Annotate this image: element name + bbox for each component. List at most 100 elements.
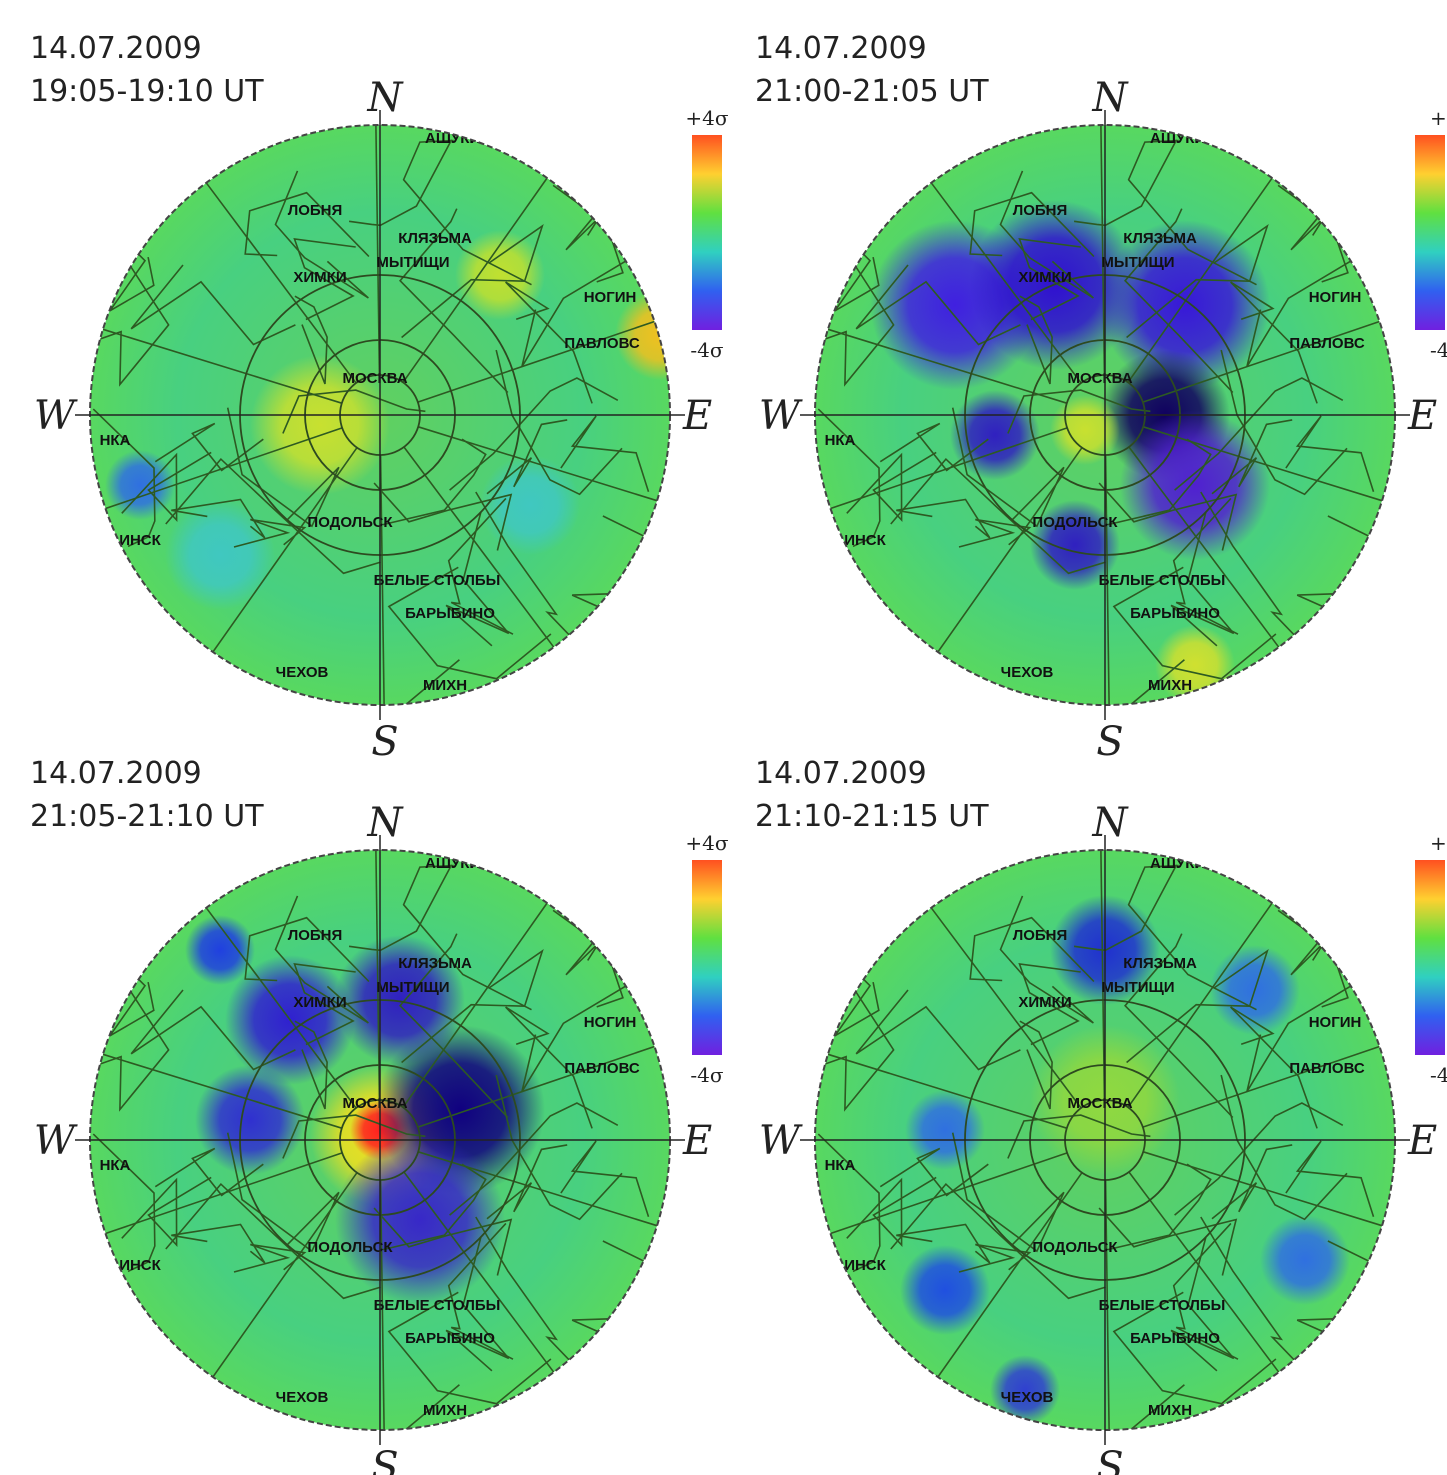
place-label: БЕЛЫЕ СТОЛБЫ <box>1099 1297 1226 1314</box>
compass-w: W <box>759 393 803 439</box>
road <box>61 619 105 665</box>
place-label: МЫТИЩИ <box>1101 979 1174 996</box>
place-label: ПАВЛОВС <box>1289 1060 1365 1077</box>
compass-s: S <box>1096 719 1123 765</box>
place-label: НОГИН <box>584 1014 637 1031</box>
place-label: НОГИН <box>1309 1014 1362 1031</box>
place-label: КЛЯЗЬМА <box>1123 230 1197 247</box>
place-label: КЛЯЗЬМА <box>1123 955 1197 972</box>
compass-s: S <box>371 719 398 765</box>
panel-date: 14.07.2009 <box>755 31 927 66</box>
road <box>1373 586 1396 617</box>
place-label: ИНСК <box>119 532 161 549</box>
colorbar-min: -4σ <box>690 338 723 362</box>
map-disc: ЛОБНЯ АШУКИН КЛЯЗЬМА МЫТИЩИ ХИМКИ НОГИН ПАВЛОВ… <box>691 796 1447 1475</box>
colorbar-max: +4σ <box>1430 831 1447 855</box>
anomaly-blob <box>1260 1215 1350 1305</box>
place-label: ХИМКИ <box>293 994 346 1011</box>
panel-time: 21:10-21:15 UT <box>755 799 989 834</box>
place-label: БАРЫБИНО <box>405 1330 495 1347</box>
place-label: ЛОБНЯ <box>288 202 343 219</box>
place-label: ЛОБНЯ <box>1013 927 1068 944</box>
road <box>648 586 671 617</box>
place-label: МОСКВА <box>342 1095 407 1112</box>
place-label: БАРЫБИНО <box>1130 605 1220 622</box>
colorbar <box>692 860 722 1055</box>
compass-e: E <box>682 393 712 439</box>
place-label: МОСКВА <box>1067 370 1132 387</box>
place-label: ЛОБНЯ <box>1013 202 1068 219</box>
compass-n: N <box>367 800 405 846</box>
compass-n: N <box>1092 75 1130 121</box>
place-label: МЫТИЩИ <box>1101 254 1174 271</box>
place-label: НКА <box>100 1157 131 1174</box>
place-label: БАРЫБИНО <box>405 605 495 622</box>
place-label: ЧЕХОВ <box>276 664 329 681</box>
place-label: ИНСК <box>119 1257 161 1274</box>
anomaly-blob <box>105 450 175 520</box>
map-panel: 14.07.2009 21:00-21:05 UT ЛОБНЯ АШУКИН КЛЯЗЬ… <box>691 31 1447 807</box>
panel-time: 21:00-21:05 UT <box>755 74 989 109</box>
road <box>567 615 757 685</box>
place-label: ЧЕХОВ <box>276 1389 329 1406</box>
road <box>1373 1311 1396 1342</box>
place-label: БАРЫБИНО <box>1130 1330 1220 1347</box>
map-panel: 14.07.2009 19:05-19:10 UT ЛОБНЯ АШУКИН КЛЯЗЬ… <box>0 31 757 807</box>
map-panel: 14.07.200921:05-21:10 UTЛОБНЯАШУКИНКЛЯЗЬ… <box>0 756 757 1475</box>
road <box>1292 615 1447 685</box>
road <box>1348 190 1406 260</box>
anomaly-blob <box>195 1065 305 1175</box>
compass-n: N <box>367 75 405 121</box>
place-label: МИХН <box>423 1402 467 1419</box>
colorbar-max: +4σ <box>685 106 728 130</box>
map-disc: ЛОБНЯАШУКИНКЛЯЗЬМАМЫТИЩИХИМКИНОГИНПАВЛОВ… <box>0 71 757 806</box>
place-label: ХИМКИ <box>1018 994 1071 1011</box>
place-label: КЛЯЗЬМА <box>398 955 472 972</box>
place-label: ХИМКИ <box>1018 269 1071 286</box>
place-label: МОСКВА <box>1067 1095 1132 1112</box>
compass-e: E <box>1407 393 1437 439</box>
compass-e: E <box>1407 1118 1437 1164</box>
compass-s: S <box>371 1444 398 1475</box>
compass-s: S <box>1096 1444 1123 1475</box>
place-label: АШУКИН <box>1150 130 1216 147</box>
road <box>623 190 681 260</box>
map-disc: ЛОБНЯАШУКИНКЛЯЗЬМАМЫТИЩИХИМКИНОГИНПАВЛОВ… <box>0 796 757 1475</box>
place-label: БЕЛЫЕ СТОЛБЫ <box>374 572 501 589</box>
compass-w: W <box>759 1118 803 1164</box>
road <box>786 619 830 665</box>
place-label: МИХН <box>1148 677 1192 694</box>
colorbar-min: -4σ <box>1430 1063 1447 1087</box>
compass-n: N <box>1092 800 1130 846</box>
panel-time: 19:05-19:10 UT <box>30 74 264 109</box>
place-label: АШУКИН <box>425 130 491 147</box>
place-label: БЕЛЫЕ СТОЛБЫ <box>374 1297 501 1314</box>
road <box>567 1340 757 1410</box>
panel-date: 14.07.2009 <box>30 756 202 791</box>
place-label: НКА <box>825 432 856 449</box>
place-label: ИНСК <box>844 1257 886 1274</box>
place-label: ИНСК <box>844 532 886 549</box>
compass-w: W <box>34 1118 78 1164</box>
place-label: ЧЕХОВ <box>1001 1389 1054 1406</box>
panel-date: 14.07.2009 <box>755 756 927 791</box>
road <box>1348 915 1406 985</box>
anomaly-blob <box>165 500 275 610</box>
map-disc: ЛОБНЯАШУКИНКЛЯЗЬМАМЫТИЩИХИМКИНОГИНПАВЛОВ… <box>691 71 1447 806</box>
road <box>623 915 681 985</box>
place-label: БЕЛЫЕ СТОЛБЫ <box>1099 572 1226 589</box>
place-label: ХИМКИ <box>293 269 346 286</box>
road <box>786 1344 830 1390</box>
colorbar-min: -4σ <box>690 1063 723 1087</box>
colorbar <box>1415 135 1445 330</box>
compass-w: W <box>34 393 78 439</box>
place-label: КЛЯЗЬМА <box>398 230 472 247</box>
anomaly-blob <box>950 390 1040 480</box>
place-label: НКА <box>100 432 131 449</box>
place-label: АШУКИН <box>1150 855 1216 872</box>
place-label: МОСКВА <box>342 370 407 387</box>
place-label: НОГИН <box>1309 289 1362 306</box>
anomaly-blob <box>480 455 580 555</box>
compass-e: E <box>682 1118 712 1164</box>
panel-time: 21:05-21:10 UT <box>30 799 264 834</box>
